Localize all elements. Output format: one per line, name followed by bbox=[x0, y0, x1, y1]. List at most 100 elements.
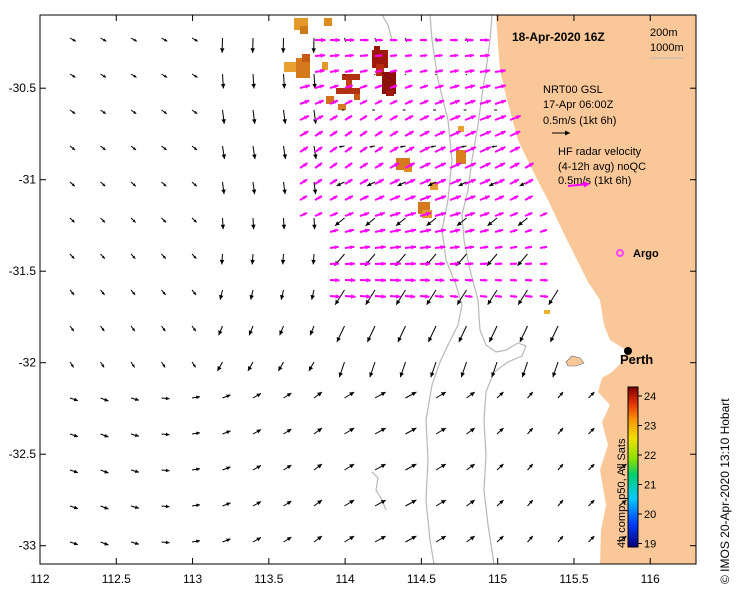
nrt-arrow-head bbox=[165, 468, 170, 473]
hf-arrow-head bbox=[470, 146, 476, 151]
nrt-arrow-head bbox=[251, 189, 257, 195]
nrt-arrow-head bbox=[621, 500, 627, 505]
hf-arrow-head bbox=[362, 131, 368, 135]
nrt-arrow-head bbox=[165, 540, 170, 545]
nrt-arrow-head bbox=[162, 219, 167, 223]
hf-arrow-head bbox=[439, 100, 445, 105]
nrt-arrow-head bbox=[621, 464, 627, 469]
hf-arrow-head bbox=[513, 212, 518, 217]
hf-radar-arrows bbox=[299, 37, 549, 299]
sst-patch bbox=[302, 54, 310, 62]
depth-label-1000m: 1000m bbox=[650, 42, 684, 54]
nrt-arrow-head bbox=[280, 48, 286, 53]
hf-arrow-head bbox=[364, 38, 369, 42]
nrt-arrow-head bbox=[226, 502, 231, 507]
hf-arrow-head bbox=[408, 84, 413, 89]
nrt-arrow-head bbox=[132, 291, 136, 295]
hf-arrow-head bbox=[332, 131, 338, 136]
nrt-legend-line1: NRT00 GSL bbox=[543, 84, 603, 96]
nrt-arrow-head bbox=[196, 467, 200, 472]
hf-arrow-head bbox=[396, 277, 401, 283]
nrt-arrow-head bbox=[219, 294, 224, 300]
nrt-arrow-head bbox=[101, 364, 105, 368]
nrt-arrow-head bbox=[73, 469, 78, 474]
colorbar-tick-label: 24 bbox=[644, 391, 656, 403]
hf-arrow-head bbox=[394, 38, 398, 42]
nrt-arrow-head bbox=[309, 330, 314, 336]
nrt-arrow-head bbox=[367, 336, 372, 342]
hf-arrow-head bbox=[439, 53, 443, 58]
hf-arrow-head bbox=[440, 162, 446, 167]
nrt-arrow-head bbox=[380, 464, 386, 469]
sst-patch bbox=[342, 74, 360, 80]
sst-patch bbox=[374, 46, 380, 60]
hf-arrow-head bbox=[485, 68, 491, 74]
nrt-arrow-head bbox=[256, 465, 261, 470]
nrt-arrow-head bbox=[458, 182, 464, 186]
hf-arrow-head bbox=[470, 179, 476, 184]
nrt-arrow-head bbox=[217, 365, 222, 372]
land-mass bbox=[496, 15, 696, 564]
nrt-arrow-head bbox=[411, 428, 417, 433]
hf-arrow-head bbox=[333, 228, 339, 233]
hf-arrow-head bbox=[318, 100, 324, 105]
hf-arrow-head bbox=[348, 179, 353, 184]
nrt-arrow-head bbox=[499, 536, 504, 541]
hf-arrow-head bbox=[333, 100, 338, 104]
hf-arrow-head bbox=[362, 115, 368, 120]
hf-arrow-head bbox=[381, 277, 386, 283]
argo-float-marker bbox=[616, 249, 624, 257]
hf-arrow-head bbox=[377, 115, 383, 120]
nrt-arrow-head bbox=[132, 219, 136, 223]
nrt-arrow-head bbox=[365, 221, 371, 226]
nrt-arrow-head bbox=[590, 464, 595, 469]
nrt-arrow-head bbox=[335, 299, 340, 305]
nrt-arrow-head bbox=[281, 83, 287, 89]
nrt-arrow-head bbox=[372, 109, 374, 111]
nrt-arrow-head bbox=[192, 327, 196, 332]
nrt-arrow-head bbox=[396, 221, 401, 226]
nrt-arrow-head bbox=[218, 330, 223, 336]
hf-legend-line2: (4-12h avg) noQC bbox=[558, 161, 646, 173]
hf-arrow-head bbox=[469, 245, 474, 250]
hf-arrow-head bbox=[378, 69, 383, 73]
isobath-200m bbox=[461, 15, 527, 564]
nrt-arrow-head bbox=[335, 221, 340, 226]
nrt-arrow-head bbox=[221, 189, 226, 195]
hf-arrow-head bbox=[318, 212, 323, 216]
nrt-arrow-head bbox=[131, 327, 135, 332]
hf-arrow-head bbox=[302, 196, 308, 200]
hf-arrow-head bbox=[423, 54, 428, 58]
hf-arrow-head bbox=[423, 100, 429, 104]
hf-arrow-head bbox=[440, 195, 446, 200]
perth-marker bbox=[624, 347, 632, 355]
hf-arrow-head bbox=[439, 69, 444, 73]
nrt-arrow-head bbox=[369, 145, 373, 148]
hf-arrow-head bbox=[347, 163, 353, 167]
hf-arrow-head bbox=[544, 278, 548, 282]
nrt-arrow-head bbox=[221, 119, 226, 124]
nrt-arrow-head bbox=[590, 392, 595, 397]
hf-arrow-head bbox=[454, 84, 460, 89]
hf-arrow-head bbox=[514, 147, 520, 152]
nrt-arrow-head bbox=[219, 259, 225, 265]
hf-arrow-head bbox=[425, 277, 431, 283]
hf-arrow-head bbox=[455, 179, 461, 184]
nrt-arrow-head bbox=[312, 189, 318, 195]
nrt-arrow-head bbox=[133, 110, 137, 114]
nrt-arrow-head bbox=[380, 500, 386, 505]
nrt-arrow-head bbox=[248, 330, 253, 336]
hf-arrow-head bbox=[485, 162, 491, 168]
hf-arrow-head bbox=[335, 278, 340, 283]
hf-arrow-head bbox=[440, 131, 446, 136]
nrt-arrow-head bbox=[428, 336, 433, 342]
nrt-arrow-head bbox=[380, 392, 386, 397]
hf-arrow-head bbox=[455, 228, 461, 233]
nrt-arrow-head bbox=[73, 541, 78, 546]
hf-arrow-head bbox=[364, 228, 370, 233]
nrt-arrow-head bbox=[286, 537, 292, 542]
nrt-arrow-head bbox=[279, 330, 284, 336]
nrt-arrow-head bbox=[73, 397, 78, 402]
hf-arrow-head bbox=[365, 245, 371, 250]
hf-arrow-head bbox=[318, 131, 323, 136]
